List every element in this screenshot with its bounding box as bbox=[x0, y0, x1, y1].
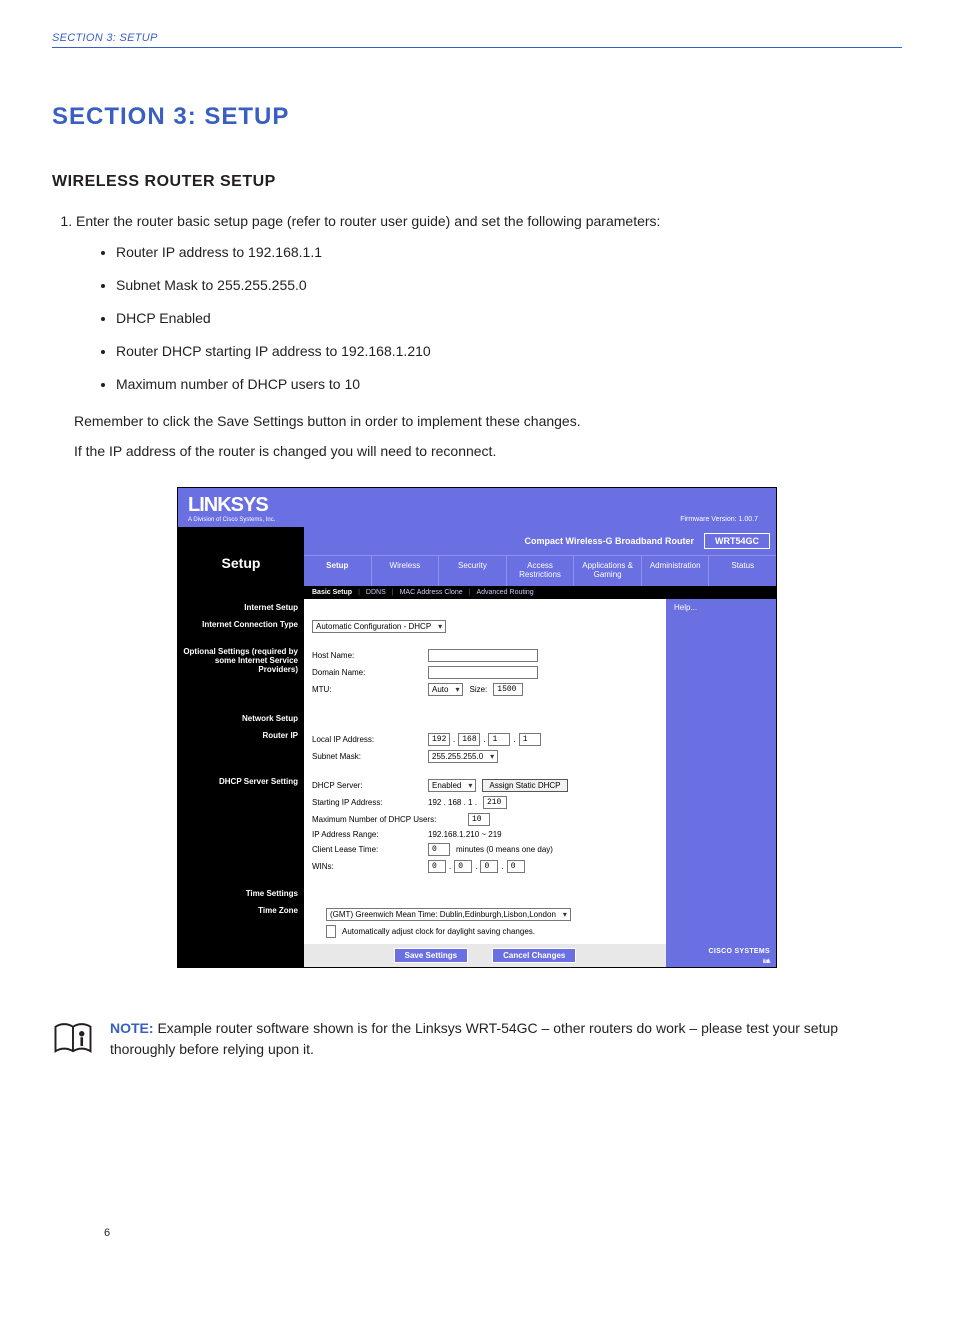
step-para-2: If the IP address of the router is chang… bbox=[74, 443, 902, 459]
subnet-label: Subnet Mask: bbox=[312, 752, 422, 761]
tab-setup[interactable]: Setup bbox=[304, 556, 372, 586]
wins-octet-1[interactable]: 0 bbox=[428, 860, 446, 873]
ip-octet-2[interactable]: 168 bbox=[458, 733, 480, 746]
cisco-logo: CISCO SYSTEMS bbox=[666, 948, 770, 955]
host-name-input[interactable] bbox=[428, 649, 538, 662]
conn-type-heading: Internet Connection Type bbox=[178, 616, 304, 637]
mtu-select[interactable]: Auto bbox=[428, 683, 463, 696]
tab-apps-gaming[interactable]: Applications & Gaming bbox=[574, 556, 642, 586]
subtab-mac-clone[interactable]: MAC Address Clone bbox=[400, 589, 463, 596]
note-label: NOTE: bbox=[110, 1020, 154, 1036]
max-users-input[interactable]: 10 bbox=[468, 813, 490, 826]
time-settings-heading: Time Settings bbox=[178, 879, 304, 902]
dhcp-server-label: DHCP Server: bbox=[312, 781, 422, 790]
note-body: Example router software shown is for the… bbox=[110, 1020, 838, 1057]
subtab-basic-setup[interactable]: Basic Setup bbox=[312, 589, 352, 596]
bullet-item: Router IP address to 192.168.1.1 bbox=[116, 242, 902, 263]
setup-heading: Setup bbox=[178, 527, 304, 599]
book-info-icon bbox=[52, 1018, 94, 1063]
timezone-select[interactable]: (GMT) Greenwich Mean Time: Dublin,Edinbu… bbox=[326, 908, 571, 921]
tab-administration[interactable]: Administration bbox=[642, 556, 710, 586]
internet-setup-heading: Internet Setup bbox=[178, 599, 304, 616]
running-header: SECTION 3: SETUP bbox=[52, 32, 902, 48]
subtab-ddns[interactable]: DDNS bbox=[366, 589, 386, 596]
domain-name-label: Domain Name: bbox=[312, 668, 422, 677]
ip-octet-3[interactable]: 1 bbox=[488, 733, 510, 746]
wins-octet-3[interactable]: 0 bbox=[480, 860, 498, 873]
dst-label: Automatically adjust clock for daylight … bbox=[342, 927, 535, 936]
mtu-size-label: Size: bbox=[469, 685, 487, 694]
optional-heading: Optional Settings (required by some Inte… bbox=[178, 637, 304, 702]
subtab-advanced-routing[interactable]: Advanced Routing bbox=[476, 589, 533, 596]
host-name-label: Host Name: bbox=[312, 651, 422, 660]
step-1: Enter the router basic setup page (refer… bbox=[76, 211, 902, 395]
firmware-version: Firmware Version: 1.00.7 bbox=[680, 504, 766, 523]
step-list: Enter the router basic setup page (refer… bbox=[52, 211, 902, 395]
dhcp-heading: DHCP Server Setting bbox=[178, 769, 304, 879]
local-ip-label: Local IP Address: bbox=[312, 735, 422, 744]
bullet-item: Subnet Mask to 255.255.255.0 bbox=[116, 275, 902, 296]
dhcp-server-select[interactable]: Enabled bbox=[428, 779, 476, 792]
ip-octet-1[interactable]: 192 bbox=[428, 733, 450, 746]
start-ip-prefix: 192 . 168 . 1 . bbox=[428, 798, 477, 807]
step-para-1: Remember to click the Save Settings butt… bbox=[74, 413, 902, 429]
linksys-tagline: A Division of Cisco Systems, Inc. bbox=[188, 517, 275, 523]
linksys-logo: LINKSYS bbox=[188, 494, 275, 517]
subnet-select[interactable]: 255.255.255.0 bbox=[428, 750, 498, 763]
ip-range-label: IP Address Range: bbox=[312, 830, 422, 839]
bullet-item: Router DHCP starting IP address to 192.1… bbox=[116, 341, 902, 362]
lease-time-input[interactable]: 0 bbox=[428, 843, 450, 856]
section-title: SECTION 3: SETUP bbox=[52, 103, 902, 131]
max-users-label: Maximum Number of DHCP Users: bbox=[312, 815, 462, 824]
sub-tabs: Basic Setup | DDNS | MAC Address Clone |… bbox=[304, 586, 776, 599]
subsection-title: WIRELESS ROUTER SETUP bbox=[52, 173, 902, 191]
tab-status[interactable]: Status bbox=[709, 556, 776, 586]
assign-static-dhcp-button[interactable]: Assign Static DHCP bbox=[482, 779, 567, 792]
router-ip-heading: Router IP bbox=[178, 727, 304, 769]
cancel-changes-button[interactable]: Cancel Changes bbox=[492, 948, 576, 963]
time-zone-heading: Time Zone bbox=[178, 902, 304, 944]
tab-access[interactable]: Access Restrictions bbox=[507, 556, 575, 586]
lease-time-label: Client Lease Time: bbox=[312, 845, 422, 854]
wins-octet-4[interactable]: 0 bbox=[507, 860, 525, 873]
save-settings-button[interactable]: Save Settings bbox=[394, 948, 468, 963]
wins-label: WINs: bbox=[312, 862, 422, 871]
bullet-item: DHCP Enabled bbox=[116, 308, 902, 329]
mtu-size-input[interactable]: 1500 bbox=[493, 683, 523, 696]
tab-wireless[interactable]: Wireless bbox=[372, 556, 440, 586]
network-setup-heading: Network Setup bbox=[178, 702, 304, 727]
help-link[interactable]: Help... bbox=[666, 599, 776, 616]
ip-range-value: 192.168.1.210 ~ 219 bbox=[428, 830, 502, 839]
start-ip-input[interactable]: 210 bbox=[483, 796, 507, 809]
mtu-label: MTU: bbox=[312, 685, 422, 694]
dst-checkbox[interactable] bbox=[326, 925, 336, 938]
page-number: 6 bbox=[104, 1227, 110, 1239]
note-box: NOTE: Example router software shown is f… bbox=[52, 1018, 902, 1063]
conn-type-select[interactable]: Automatic Configuration - DHCP bbox=[312, 620, 446, 633]
ip-octet-4[interactable]: 1 bbox=[519, 733, 541, 746]
model-badge: WRT54GC bbox=[704, 533, 770, 549]
router-screenshot: LINKSYS A Division of Cisco Systems, Inc… bbox=[177, 487, 777, 968]
lease-time-suffix: minutes (0 means one day) bbox=[456, 845, 553, 854]
domain-name-input[interactable] bbox=[428, 666, 538, 679]
device-title: Compact Wireless-G Broadband Router bbox=[525, 536, 694, 546]
wins-octet-2[interactable]: 0 bbox=[454, 860, 472, 873]
main-tabs: Setup Wireless Security Access Restricti… bbox=[304, 555, 776, 586]
tab-security[interactable]: Security bbox=[439, 556, 507, 586]
cisco-wave-icon: ılıı.ııılıı. bbox=[763, 959, 770, 965]
start-ip-label: Starting IP Address: bbox=[312, 798, 422, 807]
bullet-item: Maximum number of DHCP users to 10 bbox=[116, 374, 902, 395]
step-1-intro: Enter the router basic setup page (refer… bbox=[76, 213, 660, 229]
